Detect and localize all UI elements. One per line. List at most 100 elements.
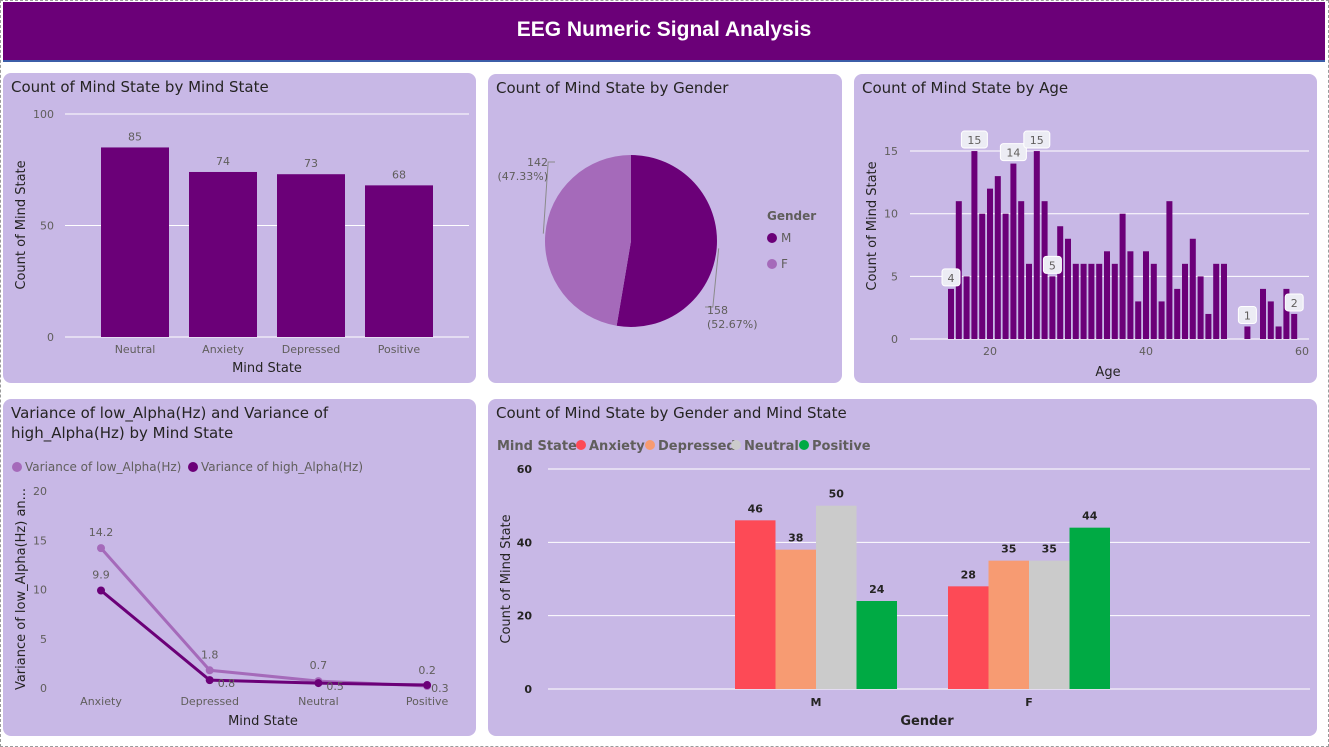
y-axis-title: Count of Mind State xyxy=(14,160,29,289)
legend-marker xyxy=(799,440,809,450)
bar xyxy=(1096,263,1103,339)
data-label: 14.2 xyxy=(89,526,114,539)
bar xyxy=(1283,288,1290,339)
data-label-box xyxy=(960,130,988,149)
data-label: 28 xyxy=(961,568,976,581)
bar xyxy=(1072,263,1079,339)
chart-count-by-gender: 158(52.67%) 142(47.33%) Gender MF xyxy=(497,155,816,331)
legend-title: Gender xyxy=(767,209,816,223)
panel-alpha-variance[interactable]: Variance of low_Alpha(Hz) and Variance o… xyxy=(3,399,476,736)
data-label: 68 xyxy=(392,168,406,181)
y-tick-label: 0 xyxy=(524,683,532,696)
panel-count-by-age[interactable]: Count of Mind State by Age 0 5 10 15 4 15 14 15… xyxy=(854,74,1317,383)
pie-slice xyxy=(616,155,717,327)
bar xyxy=(1150,263,1157,339)
chart-count-by-gender-and-mind-state: 0 20 40 60 Mind State Anxiety Depressed Neutral… xyxy=(497,439,1310,729)
pie-value-label: 158 xyxy=(707,304,728,317)
bar xyxy=(735,520,776,689)
y-tick-label: 20 xyxy=(517,610,533,623)
legend-marker xyxy=(767,233,777,243)
legend-marker xyxy=(12,462,22,472)
y-axis-title: Count of Mind State xyxy=(499,514,514,643)
x-axis-title: Mind State xyxy=(228,714,298,729)
series-point xyxy=(97,586,105,595)
legend-label: Depressed xyxy=(658,439,736,454)
pie-leader-line xyxy=(705,248,720,308)
data-label: 0.2 xyxy=(418,664,436,677)
bar xyxy=(1080,263,1087,339)
bar xyxy=(1119,213,1126,339)
y-axis-title: Count of Mind State xyxy=(865,161,880,290)
legend-marker xyxy=(645,440,655,450)
y-tick-label: 20 xyxy=(33,485,47,498)
data-label-box xyxy=(999,143,1027,162)
legend-label: Positive xyxy=(812,439,871,454)
bar xyxy=(816,505,857,689)
data-label: 0.7 xyxy=(310,659,328,672)
x-tick-label: 60 xyxy=(1295,345,1309,358)
y-tick-label: 5 xyxy=(891,270,898,283)
bar xyxy=(1143,251,1149,339)
bar xyxy=(1065,238,1071,339)
series-point xyxy=(314,679,323,688)
bar xyxy=(1111,263,1118,339)
y-tick-label: 15 xyxy=(33,534,47,547)
series-line xyxy=(99,547,428,688)
x-tick-label: Depressed xyxy=(180,695,238,708)
bar xyxy=(1197,276,1204,339)
legend-label: Variance of low_Alpha(Hz) xyxy=(25,460,181,474)
dashboard-title: EEG Numeric Signal Analysis xyxy=(516,18,812,41)
y-tick-label: 10 xyxy=(33,584,47,597)
bar xyxy=(971,151,978,339)
bar xyxy=(1205,313,1212,339)
bar xyxy=(101,147,169,337)
panel-title: Count of Mind State by Mind State xyxy=(11,78,269,96)
panel-count-by-gender[interactable]: Count of Mind State by Gender 158 (52.67%… xyxy=(488,74,842,383)
bar xyxy=(948,288,954,339)
bar xyxy=(1166,201,1173,339)
x-tick-label: Positive xyxy=(406,695,449,708)
bar xyxy=(856,601,897,689)
data-label: 35 xyxy=(1001,543,1016,556)
bar xyxy=(987,188,993,339)
data-label: 15 xyxy=(967,134,981,147)
bar xyxy=(775,549,816,689)
y-tick-label: 100 xyxy=(33,108,54,121)
x-tick-label: 40 xyxy=(1139,345,1153,358)
bar xyxy=(1057,226,1064,339)
panel-title-line1: Variance of low_Alpha(Hz) and Variance o… xyxy=(11,404,329,422)
bar xyxy=(1158,301,1165,339)
panel-count-by-gender-and-mind-state[interactable]: Count of Mind State by Gender and Mind S… xyxy=(488,399,1317,736)
x-tick-label: Neutral xyxy=(298,695,339,708)
x-axis-title: Gender xyxy=(900,714,954,729)
bar xyxy=(963,276,970,339)
bar xyxy=(1174,288,1181,339)
data-label: 46 xyxy=(748,502,764,515)
bar xyxy=(1010,163,1017,339)
legend-label: Neutral xyxy=(744,439,799,454)
panel-count-by-mind-state[interactable]: Count of Mind State by Mind State 0 50 100… xyxy=(3,73,476,383)
bar xyxy=(1104,251,1110,339)
bar xyxy=(277,174,345,337)
data-label: 15 xyxy=(1030,134,1044,147)
bar xyxy=(979,213,986,339)
data-label: 14 xyxy=(1006,147,1020,160)
data-label: 1 xyxy=(1244,309,1251,322)
data-label: 73 xyxy=(304,157,318,170)
legend-label: M xyxy=(781,231,791,245)
panel-title: Count of Mind State by Age xyxy=(862,79,1069,97)
bar xyxy=(1291,313,1298,339)
bar xyxy=(1029,560,1070,689)
series-point xyxy=(97,544,105,553)
panel-title: Count of Mind State by Gender and Mind S… xyxy=(496,404,847,422)
data-label: 38 xyxy=(788,532,803,545)
y-tick-label: 15 xyxy=(884,145,898,158)
x-tick-label: Anxiety xyxy=(80,695,122,708)
x-tick-label: F xyxy=(1025,696,1033,709)
series-point xyxy=(205,676,214,685)
bar xyxy=(1189,238,1196,339)
data-label-box xyxy=(1042,255,1062,274)
panel-title: Variance of low_Alpha(Hz) and Variance o… xyxy=(11,403,328,443)
data-label: 50 xyxy=(829,488,845,501)
bar xyxy=(948,586,989,689)
